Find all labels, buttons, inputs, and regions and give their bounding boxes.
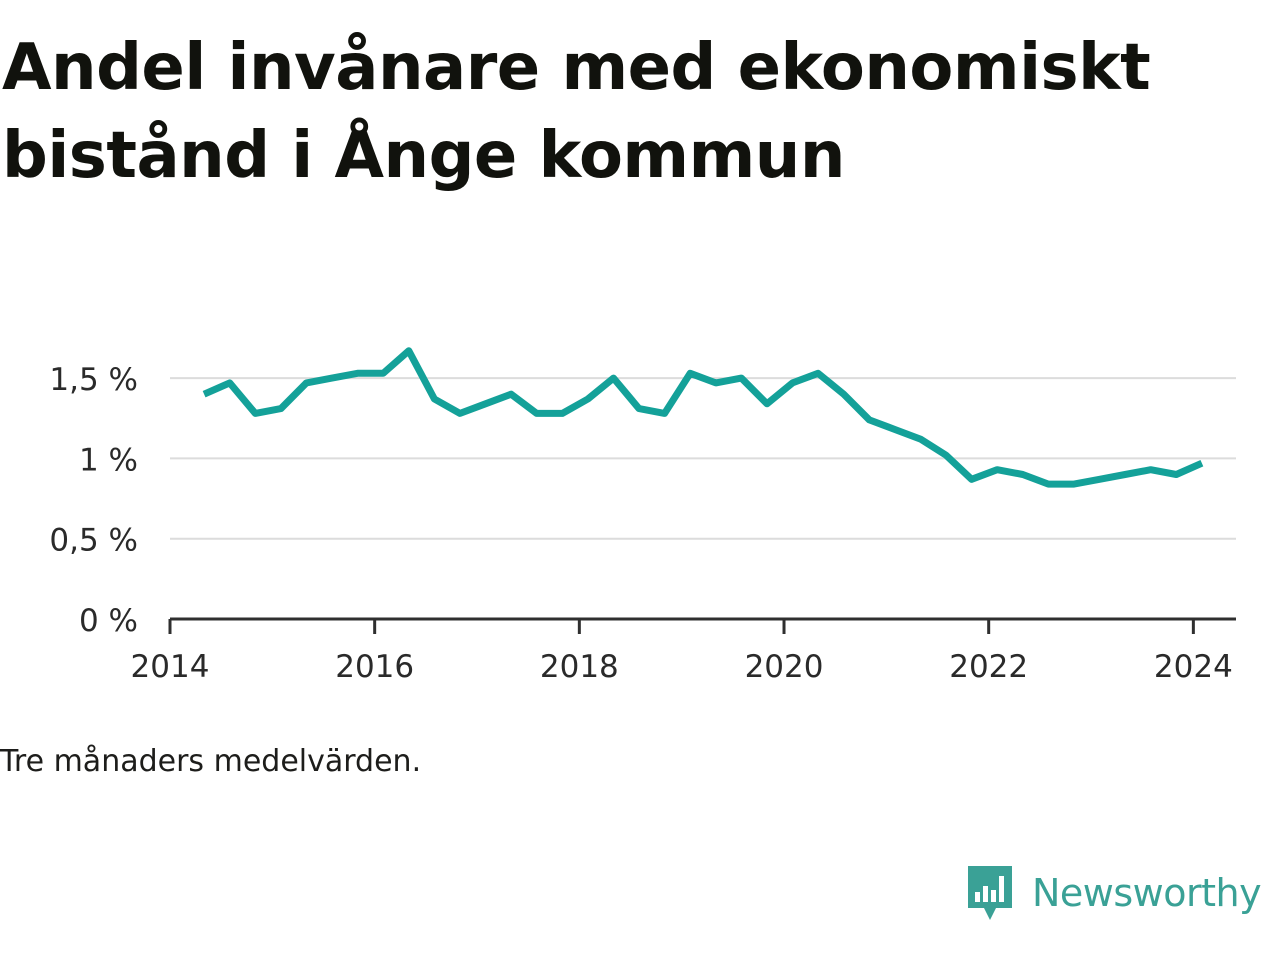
x-tick-label-4: 2022 bbox=[949, 649, 1028, 685]
x-tick-label-0: 2014 bbox=[131, 649, 210, 685]
chart-title: Andel invånare med ekonomiskt bistånd i … bbox=[2, 31, 1151, 193]
y-tick-label-0: 0 % bbox=[79, 603, 138, 639]
y-axis-labels: 0 % 0,5 % 1 % 1,5 % bbox=[49, 362, 138, 639]
gridlines bbox=[170, 377, 1236, 540]
x-tick-label-5: 2024 bbox=[1154, 649, 1233, 685]
brand-logo[interactable]: Newsworthy bbox=[964, 862, 1262, 924]
y-tick-label-3: 1,5 % bbox=[49, 362, 138, 398]
y-tick-label-2: 1 % bbox=[79, 442, 138, 478]
x-axis: 2014 2016 2018 2020 2022 2024 bbox=[131, 617, 1236, 685]
series-line-0 bbox=[202, 347, 1204, 488]
chart-note: Tre månaders medelvärden. bbox=[0, 744, 422, 779]
line-chart: 0 % 0,5 % 1 % 1,5 % 2014 2016 2018 2020 2022 202… bbox=[49, 347, 1236, 685]
x-tick-label-3: 2020 bbox=[745, 649, 824, 685]
newsworthy-logo-icon bbox=[968, 866, 1012, 920]
series-group bbox=[202, 347, 1204, 488]
y-tick-label-1: 0,5 % bbox=[49, 523, 138, 559]
x-tick-label-2: 2018 bbox=[540, 649, 619, 685]
x-tick-label-1: 2016 bbox=[335, 649, 414, 685]
brand-name: Newsworthy bbox=[1032, 871, 1262, 915]
